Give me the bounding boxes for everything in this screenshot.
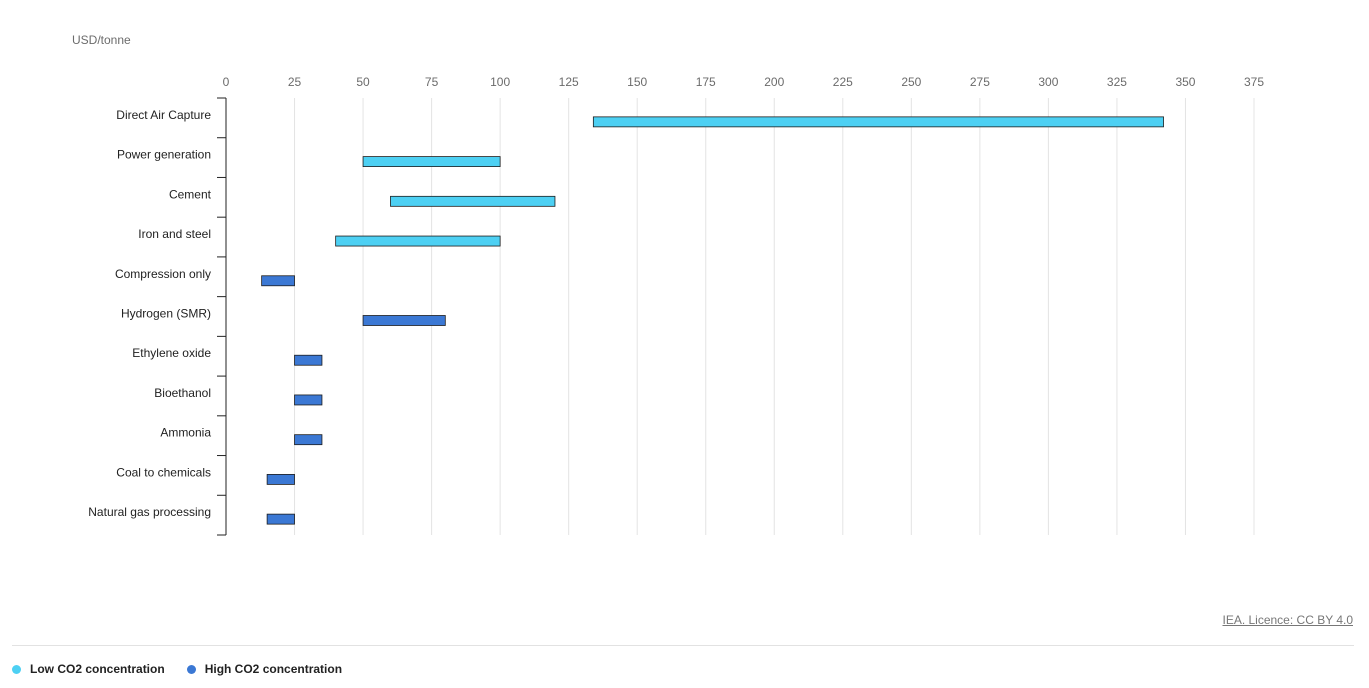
x-tick-label: 325 — [1107, 75, 1127, 89]
x-tick-label: 25 — [288, 75, 302, 89]
category-label: Bioethanol — [154, 386, 211, 400]
x-tick-label: 175 — [696, 75, 716, 89]
source-link[interactable]: IEA. Licence: CC BY 4.0 — [1222, 613, 1353, 627]
x-tick-label: 50 — [356, 75, 370, 89]
category-label: Ammonia — [160, 426, 211, 440]
range-bar[interactable] — [362, 315, 446, 326]
range-bar-chart: 0 25 50 75 100 125 150 175 200 225 250 275 300 325 350… — [88, 75, 1265, 536]
range-bar[interactable] — [266, 474, 295, 485]
x-tick-label: 225 — [833, 75, 853, 89]
category-label: Direct Air Capture — [116, 108, 211, 122]
category-label: Cement — [169, 187, 212, 201]
range-bar[interactable] — [390, 195, 556, 207]
category-label: Hydrogen (SMR) — [121, 307, 211, 321]
x-tick-label: 75 — [425, 75, 439, 89]
x-tick-label: 275 — [970, 75, 990, 89]
x-tick-label: 125 — [559, 75, 579, 89]
range-bar[interactable] — [266, 513, 295, 525]
category-label: Iron and steel — [138, 227, 211, 241]
legend-label-low: Low CO2 concentration — [30, 662, 165, 676]
category-label: Compression only — [115, 267, 211, 281]
x-tick-label: 150 — [627, 75, 647, 89]
gridlines — [294, 98, 1255, 535]
range-bar[interactable] — [294, 354, 323, 366]
x-tick-label: 250 — [901, 75, 921, 89]
x-tick-label: 350 — [1175, 75, 1195, 89]
category-label: Natural gas processing — [88, 505, 211, 519]
category-labels: Direct Air Capture Power generation Cement… — [88, 108, 211, 519]
x-axis-ticks: 0 25 50 75 100 125 150 175 200 225 250 275 300 325 350… — [223, 75, 1265, 89]
range-bar[interactable] — [261, 275, 295, 287]
x-tick-label: 300 — [1038, 75, 1058, 89]
legend: Low CO2 concentration High CO2 concentra… — [12, 662, 342, 676]
range-bar[interactable] — [335, 235, 501, 247]
footer-divider — [12, 645, 1354, 646]
legend-item-low[interactable]: Low CO2 concentration — [12, 662, 165, 676]
x-tick-label: 200 — [764, 75, 784, 89]
range-bar[interactable] — [362, 156, 501, 167]
y-axis — [217, 97, 227, 536]
legend-dot-low — [12, 664, 21, 674]
bars — [261, 116, 1164, 525]
x-tick-label: 0 — [223, 75, 230, 89]
range-bar[interactable] — [592, 116, 1164, 128]
range-bar[interactable] — [294, 434, 323, 446]
unit-label: USD/tonne — [72, 33, 131, 47]
legend-item-high[interactable]: High CO2 concentration — [186, 662, 343, 676]
category-label: Coal to chemicals — [116, 465, 211, 479]
legend-label-high: High CO2 concentration — [204, 662, 343, 676]
range-bar[interactable] — [294, 394, 323, 406]
category-label: Power generation — [117, 148, 211, 162]
x-tick-label: 375 — [1244, 75, 1264, 89]
legend-dot-high — [186, 664, 196, 674]
x-tick-label: 100 — [490, 75, 510, 89]
category-label: Ethylene oxide — [132, 346, 211, 360]
